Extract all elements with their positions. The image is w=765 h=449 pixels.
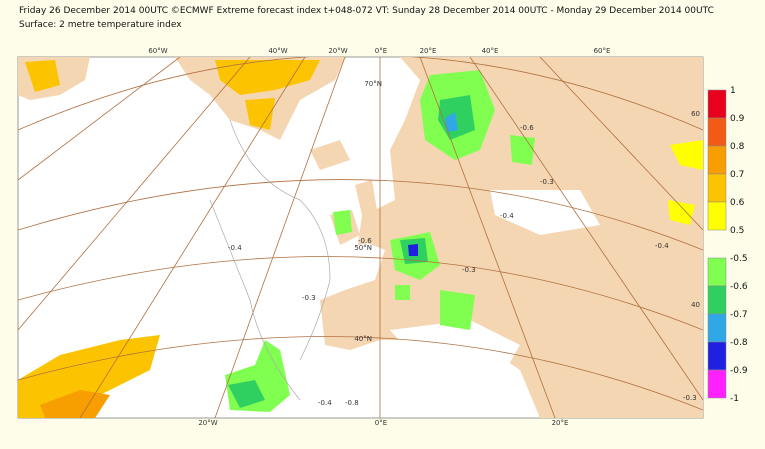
warm-area xyxy=(25,60,60,92)
legend-swatch xyxy=(707,285,727,315)
iceland xyxy=(310,140,350,170)
legend-label: 1 xyxy=(730,86,736,96)
contour-label: -0.3 xyxy=(683,394,697,402)
contour-label: -0.4 xyxy=(655,242,669,250)
cold-area xyxy=(510,135,535,165)
lon-label: 20°E xyxy=(420,47,437,55)
lat-label: 70°N xyxy=(364,80,382,88)
cold-area xyxy=(440,290,475,330)
contour-label: -0.4 xyxy=(500,212,514,220)
lon-label: 0°E xyxy=(375,419,387,427)
legend-swatch xyxy=(707,117,727,147)
contour-label: -0.3 xyxy=(540,178,554,186)
black-sea xyxy=(490,190,600,235)
contour-label: -0.6 xyxy=(358,237,372,245)
lon-label: 20°E xyxy=(552,419,569,427)
cold-area xyxy=(408,244,418,256)
contour-label: -0.8 xyxy=(345,399,359,407)
contour-label: -0.3 xyxy=(302,294,316,302)
legend-label: -0.6 xyxy=(730,282,748,292)
lon-label: 60°W xyxy=(148,47,167,55)
cold-area xyxy=(395,285,410,300)
mediterranean xyxy=(390,320,520,380)
lat-label: 50°N xyxy=(354,244,372,252)
lat-label: 60 xyxy=(691,110,700,118)
warm-area xyxy=(40,390,110,418)
cold-area xyxy=(333,210,352,235)
legend-swatch xyxy=(707,257,727,287)
legend-swatch xyxy=(707,145,727,175)
legend: 1 0.9 0.8 0.7 0.6 0.5 -0.5 -0.6 -0.7 -0.8 -0.9 -1 xyxy=(707,86,748,404)
legend-swatch xyxy=(707,313,727,343)
legend-swatch xyxy=(707,341,727,371)
lon-label: 40°W xyxy=(268,47,287,55)
legend-label: 0.7 xyxy=(730,170,744,180)
legend-label: 0.5 xyxy=(730,226,744,236)
contour-label: -0.4 xyxy=(318,399,332,407)
lon-label: 60°E xyxy=(594,47,611,55)
lon-label: 20°W xyxy=(198,419,217,427)
legend-label: -0.9 xyxy=(730,366,748,376)
warm-area xyxy=(668,200,695,225)
header-subtitle: Surface: 2 metre temperature index xyxy=(19,20,182,30)
warm-area xyxy=(670,140,703,170)
legend-label: -1 xyxy=(730,394,739,404)
lat-label: 40°N xyxy=(354,335,372,343)
legend-swatch xyxy=(707,201,727,231)
graticule xyxy=(18,57,703,418)
legend-label: 0.9 xyxy=(730,114,745,124)
lon-label: 20°W xyxy=(328,47,347,55)
lat-label: 40 xyxy=(691,301,700,309)
britain xyxy=(355,180,382,245)
legend-label: -0.7 xyxy=(730,310,748,320)
legend-swatch xyxy=(707,369,727,399)
warm-area xyxy=(245,98,275,130)
contour-label: -0.3 xyxy=(462,266,476,274)
cold-area xyxy=(445,112,458,132)
contours xyxy=(209,119,331,401)
legend-swatch xyxy=(707,173,727,203)
warm-area xyxy=(215,60,320,95)
contour-label: -0.6 xyxy=(520,124,534,132)
legend-label: -0.8 xyxy=(730,338,748,348)
map-body xyxy=(18,57,703,418)
cold-area xyxy=(228,380,265,408)
header-title: Friday 26 December 2014 00UTC ©ECMWF Ext… xyxy=(19,6,714,16)
legend-label: 0.6 xyxy=(730,198,745,208)
map-labels: 60°W 40°W 20°W 0°E 20°E 40°E 60°E 70°N 50°N 40°N 2… xyxy=(148,47,700,427)
lon-label: 40°E xyxy=(482,47,499,55)
contour-label: -0.4 xyxy=(228,244,242,252)
lon-label: 0°E xyxy=(375,47,387,55)
legend-label: 0.8 xyxy=(730,142,745,152)
legend-label: -0.5 xyxy=(730,254,748,264)
legend-swatch xyxy=(707,89,727,119)
